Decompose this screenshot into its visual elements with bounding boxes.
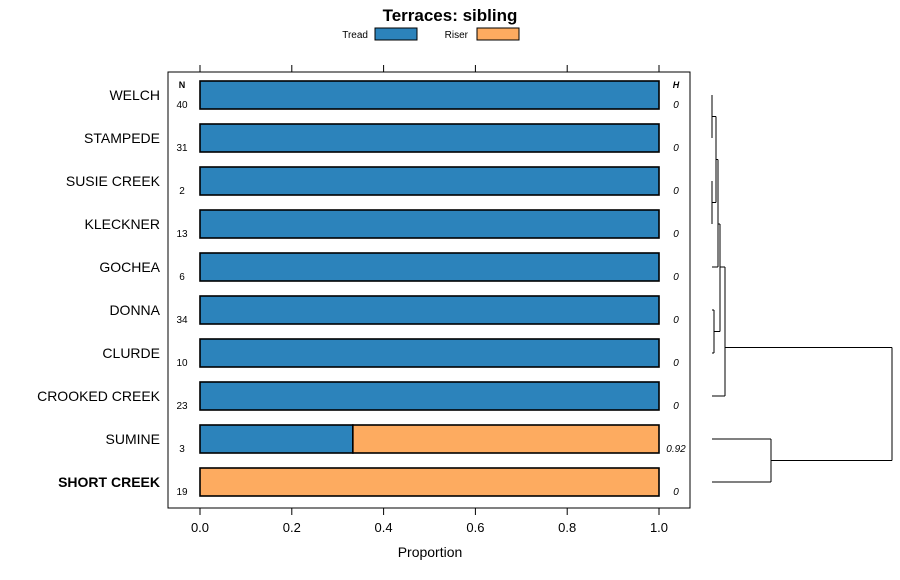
n-column-header: N [179, 80, 186, 90]
x-tick-label-4: 0.8 [558, 520, 576, 535]
h-value-gochea: 0 [673, 272, 679, 283]
n-value-clurde: 10 [176, 358, 188, 369]
n-value-short-creek: 19 [176, 487, 188, 498]
x-tick-label-3: 0.6 [466, 520, 484, 535]
bar-tread-susie-creek [199, 166, 660, 196]
h-value-short-creek: 0 [673, 487, 679, 498]
n-value-crooked-creek: 23 [176, 401, 188, 412]
legend: Tread Riser [342, 27, 520, 41]
dendrogram [711, 95, 893, 483]
bar-tread-stampede [199, 123, 660, 153]
h-value-stampede: 0 [673, 143, 679, 154]
bar-tread-kleckner [199, 209, 660, 239]
n-value-kleckner: 13 [176, 229, 188, 240]
category-label-sumine: SUMINE [106, 431, 160, 447]
legend-swatch-tread [374, 27, 418, 41]
bar-riser-sumine [352, 424, 660, 454]
category-label-donna: DONNA [109, 302, 160, 318]
plot-frame [167, 71, 691, 509]
bar-tread-clurde [199, 338, 660, 368]
x-axis: 0.0 0.2 0.4 0.6 0.8 1.0 [191, 65, 668, 535]
category-label-kleckner: KLECKNER [85, 216, 160, 232]
h-value-welch: 0 [673, 100, 679, 111]
h-value-sumine: 0.92 [666, 444, 686, 455]
chart-title: Terraces: sibling [383, 6, 518, 25]
category-label-short-creek: SHORT CREEK [58, 474, 160, 490]
category-label-susie-creek: SUSIE CREEK [66, 173, 161, 189]
n-value-sumine: 3 [179, 444, 185, 455]
bar-tread-welch [199, 80, 660, 110]
x-tick-label-5: 1.0 [650, 520, 668, 535]
x-tick-label-0: 0.0 [191, 520, 209, 535]
bar-tread-crooked-creek [199, 381, 660, 411]
legend-swatch-riser [476, 27, 520, 41]
h-value-clurde: 0 [673, 358, 679, 369]
category-label-clurde: CLURDE [102, 345, 160, 361]
category-label-welch: WELCH [109, 87, 160, 103]
n-value-welch: 40 [176, 100, 188, 111]
category-label-stampede: STAMPEDE [84, 130, 160, 146]
n-value-donna: 34 [176, 315, 188, 326]
n-value-susie-creek: 2 [179, 186, 185, 197]
bar-tread-donna [199, 295, 660, 325]
x-tick-label-2: 0.4 [375, 520, 393, 535]
legend-label-riser: Riser [445, 30, 469, 41]
h-value-crooked-creek: 0 [673, 401, 679, 412]
n-value-gochea: 6 [179, 272, 185, 283]
legend-label-tread: Tread [342, 30, 368, 41]
h-column-header: H [673, 80, 680, 90]
x-axis-label: Proportion [398, 544, 463, 560]
x-tick-label-1: 0.2 [283, 520, 301, 535]
category-label-gochea: GOCHEA [99, 259, 160, 275]
bar-tread-sumine [199, 424, 354, 454]
bar-riser-short-creek [199, 467, 660, 497]
n-value-stampede: 31 [176, 143, 188, 154]
h-value-donna: 0 [673, 315, 679, 326]
h-value-susie-creek: 0 [673, 186, 679, 197]
category-label-crooked-creek: CROOKED CREEK [37, 388, 161, 404]
h-value-kleckner: 0 [673, 229, 679, 240]
bar-tread-gochea [199, 252, 660, 282]
